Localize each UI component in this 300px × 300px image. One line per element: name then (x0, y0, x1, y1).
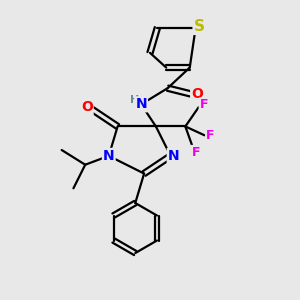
Text: O: O (191, 87, 203, 101)
Text: N: N (103, 149, 115, 163)
Text: F: F (191, 146, 200, 159)
Text: N: N (168, 149, 179, 163)
Text: F: F (200, 98, 208, 111)
Text: N: N (135, 98, 147, 111)
Text: H: H (130, 95, 139, 105)
Text: S: S (194, 19, 205, 34)
Text: O: O (81, 100, 93, 114)
Text: F: F (206, 129, 214, 142)
